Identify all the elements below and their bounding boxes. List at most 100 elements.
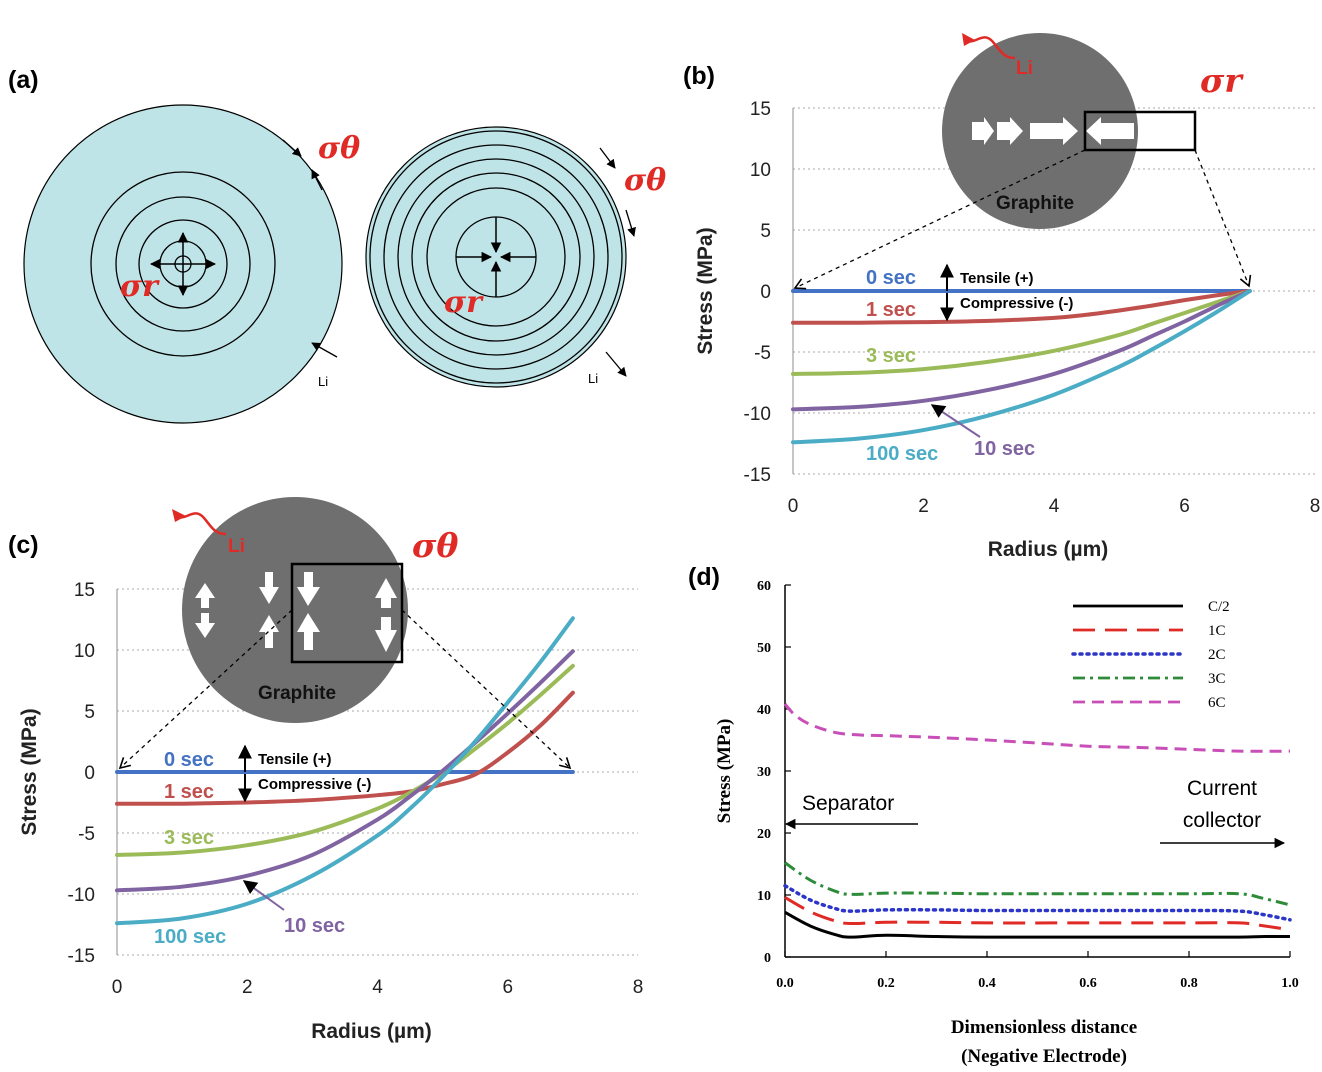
sigma-theta-c: σθ	[412, 526, 458, 565]
x-tick-label: 4	[372, 977, 383, 998]
series-line-3-sec	[791, 289, 1252, 376]
collector-note-2: collector	[1183, 809, 1261, 832]
series-line-1C	[784, 896, 1291, 932]
compressive-label-b: Compressive (-)	[960, 295, 1073, 312]
legend-label: 2C	[1208, 647, 1226, 663]
series-pointer	[242, 880, 285, 911]
tc-annotation-c: Tensile (+) Compressive (-)	[238, 744, 371, 803]
zoom-box-b	[1083, 110, 1197, 152]
y-tick-label: -5	[78, 824, 95, 845]
y-axis-title: Stress (MPa)	[18, 708, 41, 835]
panel-d-label: (d)	[688, 563, 720, 591]
y-tick-label: 0	[764, 951, 771, 966]
x-axis-title: Radius (µm)	[988, 538, 1109, 561]
sigma-r-b: σr	[1200, 61, 1244, 100]
x-tick-label: 8	[633, 977, 644, 998]
separator-annotation: Separator	[784, 792, 918, 830]
panel-a-label: (a)	[8, 66, 39, 94]
panel-c: (c) -15 -10 -5 0 5 10 15 0 2 4 6 8 Radius (µm) Stress…	[8, 497, 643, 1043]
x-axis-title: Radius (µm)	[311, 1020, 432, 1043]
series-line-10-sec	[791, 289, 1252, 412]
x-axis-title: Dimensionless distance	[951, 1017, 1137, 1038]
panel-a: (a) Li σθ σr	[8, 66, 666, 424]
series-line-C/2	[784, 911, 1291, 939]
x-tick-label: 0	[112, 977, 123, 998]
sigma-r-right: σr	[444, 285, 484, 320]
series-line-100-sec	[115, 616, 575, 926]
legend-label: 3C	[1208, 671, 1226, 687]
y-axis-title: Stress (MPa)	[714, 719, 735, 824]
panel-d: (d) 0 10 20 30 40 50 60 0.0 0.2 0.4 0.6 0.8 1.0 Dimen…	[688, 563, 1299, 1067]
left-disk: Li σθ σr	[23, 104, 360, 424]
separator-note: Separator	[802, 792, 894, 815]
x-tick-label: 0	[788, 496, 799, 517]
x-tick-label: 1.0	[1281, 976, 1299, 991]
x-tick-label: 6	[1179, 496, 1190, 517]
series-label: 0 sec	[164, 749, 214, 771]
collector-note-1: Current	[1187, 777, 1257, 800]
sigma-theta-right: σθ	[624, 163, 666, 198]
x-tick-label: 0.0	[776, 976, 794, 991]
y-tick-label: 10	[750, 160, 771, 181]
legend-label: C/2	[1208, 599, 1230, 615]
panel-b: (b) -15 -10 -5 0 5 10 15 0 2 4 6 8 Radius (µm) Stress…	[683, 33, 1320, 561]
graphite-label-c: Graphite	[258, 683, 336, 704]
chart-d: 0 10 20 30 40 50 60 0.0 0.2 0.4 0.6 0.8 1.0 Dimension…	[714, 579, 1299, 1067]
legend-label: 6C	[1208, 695, 1226, 711]
y-tick-label: 5	[760, 221, 771, 242]
li-label-b: Li	[1016, 58, 1033, 79]
y-tick-label: 40	[757, 703, 771, 718]
zoom-box-c	[290, 562, 404, 664]
series-line-2C	[783, 883, 1292, 922]
li-label-right: Li	[588, 371, 598, 386]
collector-annotation: Current collector	[1160, 777, 1286, 849]
x-tick-label: 0.4	[978, 976, 996, 991]
tensile-label-b: Tensile (+)	[960, 270, 1034, 287]
panel-c-label: (c)	[8, 531, 39, 559]
y-tick-label: -15	[68, 946, 95, 967]
series-label: 10 sec	[284, 915, 345, 937]
series-line-1-sec	[115, 690, 575, 806]
y-axis-title: Stress (MPa)	[694, 227, 717, 354]
y-tick-label: 10	[74, 641, 95, 662]
y-tick-label: 20	[757, 827, 771, 842]
series-label: 1 sec	[164, 781, 214, 803]
series-line-1-sec	[791, 289, 1252, 325]
series-line-100-sec	[791, 289, 1252, 445]
li-label-left: Li	[318, 374, 328, 389]
y-tick-label: 15	[750, 99, 771, 120]
x-tick-label: 6	[502, 977, 513, 998]
series-label: 3 sec	[866, 345, 916, 367]
y-tick-label: 0	[760, 282, 771, 303]
series-line-6C	[783, 703, 1291, 753]
right-disk: Li σθ σr	[365, 126, 666, 388]
series-label: 10 sec	[974, 438, 1035, 460]
y-tick-label: 50	[757, 641, 771, 656]
series-label: 1 sec	[866, 299, 916, 321]
chart-b: -15 -10 -5 0 5 10 15 0 2 4 6 8 Radius (µm) Stress (MP…	[694, 99, 1320, 561]
graphite-label-b: Graphite	[996, 193, 1074, 214]
x-tick-label: 0.8	[1180, 976, 1198, 991]
panel-b-label: (b)	[683, 62, 715, 90]
y-tick-label: 0	[84, 763, 95, 784]
y-tick-label: -15	[744, 465, 771, 486]
y-tick-label: 60	[757, 579, 771, 594]
graphite-inset-b: Graphite Li σr	[793, 33, 1252, 290]
right-disk-body	[365, 126, 627, 388]
series-line-10-sec	[115, 649, 575, 893]
y-tick-label: -5	[754, 343, 771, 364]
y-tick-label: 15	[74, 580, 95, 601]
sigma-r-left: σr	[120, 269, 160, 304]
x-tick-label: 2	[242, 977, 253, 998]
x-tick-label: 0.6	[1079, 976, 1097, 991]
y-tick-label: 30	[757, 765, 771, 780]
tensile-label-c: Tensile (+)	[258, 751, 332, 768]
x-tick-label: 2	[918, 496, 929, 517]
series-label: 100 sec	[866, 443, 938, 465]
series-label: 3 sec	[164, 827, 214, 849]
x-tick-label: 8	[1310, 496, 1321, 517]
y-tick-label: -10	[744, 404, 771, 425]
graphite-inset-c: Graphite Li σθ	[118, 497, 572, 770]
x-axis-title-line2: (Negative Electrode)	[961, 1046, 1127, 1067]
